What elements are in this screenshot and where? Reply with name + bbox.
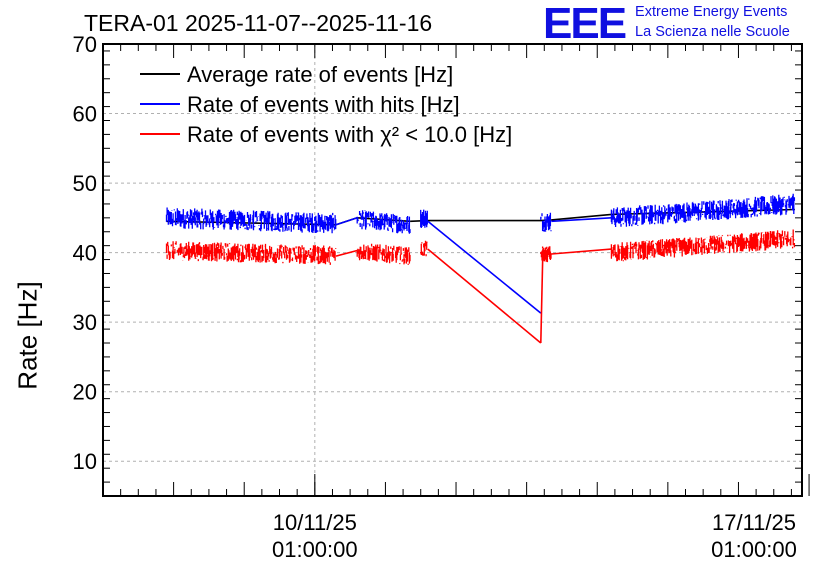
- legend-label: Rate of events with χ² < 10.0 [Hz]: [187, 122, 512, 147]
- x-tick-time: 01:00:00: [272, 537, 358, 562]
- series-band: [165, 207, 337, 234]
- y-tick-label: 50: [73, 171, 97, 196]
- series-line: [540, 249, 544, 344]
- series-1: [165, 193, 796, 314]
- logo-line-1: Extreme Energy Events: [635, 4, 788, 20]
- legend: Average rate of events [Hz] Rate of event…: [140, 62, 512, 147]
- eee-logo: EEE Extreme Energy Events La Scienza nel…: [543, 2, 790, 46]
- x-tick-time: 01:00:00: [711, 537, 797, 562]
- series-band: [610, 193, 796, 227]
- series-band: [610, 229, 796, 262]
- y-tick-label: 40: [73, 241, 97, 266]
- series-band: [420, 209, 428, 228]
- axis-ticks: 1020304050607010/11/2501:00:0017/11/2501…: [73, 32, 810, 562]
- y-tick-label: 10: [73, 449, 97, 474]
- y-tick-label: 20: [73, 380, 97, 405]
- series-line: [551, 217, 612, 223]
- series-2: [165, 229, 796, 344]
- legend-label: Average rate of events [Hz]: [187, 62, 453, 87]
- plot-frame: [102, 43, 803, 497]
- y-tick-label: 70: [73, 32, 97, 57]
- series-layer: [165, 193, 796, 344]
- series-line: [335, 217, 358, 226]
- x-tick-date: 17/11/25: [712, 510, 796, 535]
- series-line: [427, 248, 542, 344]
- x-tick-date: 10/11/25: [273, 510, 357, 535]
- logo-line-2: La Scienza nelle Scuole: [635, 24, 790, 40]
- series-band: [540, 212, 552, 232]
- series-band: [356, 243, 411, 265]
- series-line: [551, 248, 612, 255]
- series-band: [165, 241, 337, 265]
- logo-mark: EEE: [543, 0, 627, 48]
- series-band: [356, 210, 411, 234]
- legend-label: Rate of events with hits [Hz]: [187, 92, 460, 117]
- y-tick-label: 60: [73, 102, 97, 127]
- series-line: [335, 249, 358, 257]
- series-band: [420, 240, 428, 257]
- series-line: [427, 220, 542, 314]
- logo-text: Extreme Energy Events La Scienza nelle S…: [635, 2, 790, 42]
- y-tick-label: 30: [73, 310, 97, 335]
- series-line: [410, 219, 552, 223]
- series-line: [551, 213, 612, 221]
- chart-title: TERA-01 2025-11-07--2025-11-16: [84, 10, 433, 36]
